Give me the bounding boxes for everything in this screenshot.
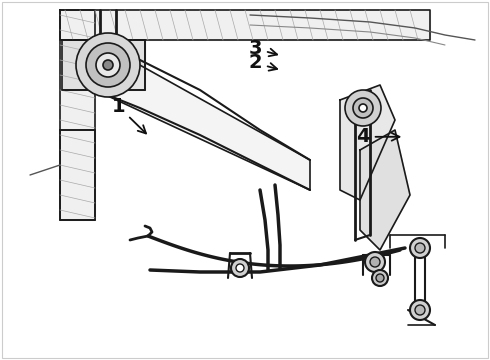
Polygon shape	[60, 10, 430, 40]
Text: 3: 3	[248, 39, 277, 58]
Text: 4: 4	[356, 127, 399, 146]
Circle shape	[410, 238, 430, 258]
Circle shape	[236, 264, 244, 272]
Circle shape	[365, 252, 385, 272]
Circle shape	[370, 257, 380, 267]
Polygon shape	[360, 130, 410, 250]
Circle shape	[372, 270, 388, 286]
Circle shape	[231, 259, 249, 277]
Polygon shape	[95, 40, 310, 190]
Polygon shape	[60, 130, 95, 220]
Circle shape	[353, 98, 373, 118]
Circle shape	[103, 60, 113, 70]
Polygon shape	[62, 40, 145, 90]
Circle shape	[359, 104, 367, 112]
Circle shape	[96, 53, 120, 77]
Circle shape	[410, 300, 430, 320]
Polygon shape	[340, 85, 395, 200]
Text: 2: 2	[248, 54, 277, 72]
Circle shape	[86, 43, 130, 87]
Polygon shape	[60, 10, 95, 130]
Circle shape	[345, 90, 381, 126]
Circle shape	[76, 33, 140, 97]
Circle shape	[376, 274, 384, 282]
Circle shape	[415, 243, 425, 253]
Text: 1: 1	[111, 97, 146, 134]
Circle shape	[415, 305, 425, 315]
